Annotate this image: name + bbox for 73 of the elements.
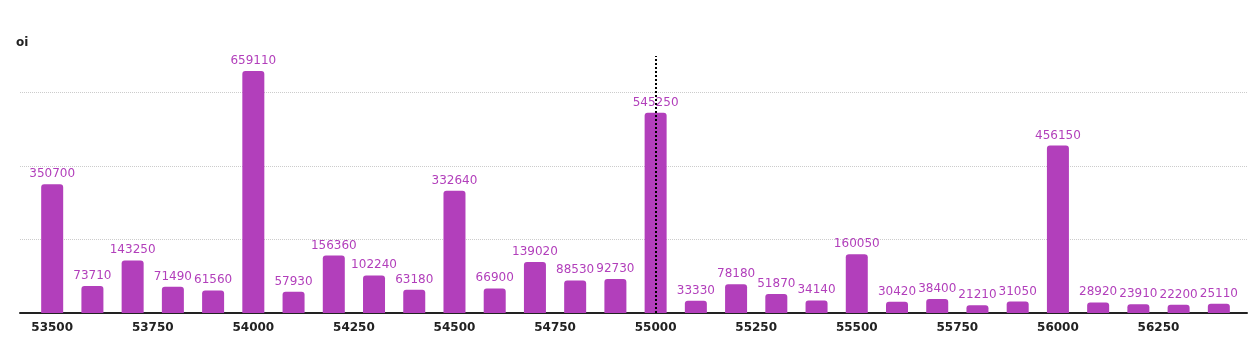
bar <box>242 71 265 313</box>
x-tick-label: 54250 <box>333 320 375 334</box>
data-label: 28920 <box>1079 284 1118 299</box>
bar <box>644 112 667 313</box>
bar <box>966 305 989 313</box>
data-label: 63180 <box>395 271 434 286</box>
data-label: 30420 <box>877 283 917 298</box>
data-label: 73710 <box>73 267 112 282</box>
bar <box>322 255 345 313</box>
x-tick-label: 55500 <box>835 320 878 334</box>
data-label: 22200 <box>1159 286 1198 301</box>
bar <box>161 286 184 313</box>
data-label: 78180 <box>716 266 756 281</box>
bar <box>41 184 64 313</box>
y-axis-title: oi <box>16 35 29 49</box>
data-label: 21210 <box>958 287 997 302</box>
bar <box>1127 304 1150 313</box>
x-tick-label: 55000 <box>634 320 677 334</box>
bar <box>523 261 546 313</box>
data-label: 139020 <box>512 243 558 258</box>
bar <box>81 285 104 313</box>
x-tick-label: 54750 <box>534 320 576 334</box>
data-label: 545250 <box>632 94 679 109</box>
bar <box>684 300 707 313</box>
data-label: 31050 <box>998 283 1037 298</box>
data-label: 34140 <box>797 282 836 297</box>
data-label: 25110 <box>1199 285 1238 300</box>
x-tick-label: 56250 <box>1137 320 1180 334</box>
x-tick-label: 56000 <box>1037 320 1079 334</box>
x-tick-label: 53750 <box>131 320 174 334</box>
data-label: 659110 <box>230 53 277 68</box>
data-label: 143250 <box>109 242 156 257</box>
bar <box>564 280 587 313</box>
data-label: 350700 <box>29 166 76 181</box>
bar <box>805 300 828 313</box>
data-label: 88530 <box>556 262 595 277</box>
bar <box>403 289 426 313</box>
data-label: 57930 <box>274 273 313 288</box>
bar <box>1087 302 1110 313</box>
data-label: 332640 <box>431 172 478 187</box>
bar <box>765 293 788 313</box>
data-label: 71490 <box>153 268 192 283</box>
bar <box>926 298 949 313</box>
bar <box>202 290 225 313</box>
data-label: 66900 <box>475 270 514 285</box>
bar <box>1207 303 1230 313</box>
data-label: 51870 <box>757 275 796 290</box>
bar <box>886 301 908 313</box>
bar <box>443 190 466 313</box>
data-label: 33330 <box>676 282 715 297</box>
x-tick-label: 54500 <box>433 320 476 334</box>
data-label: 160050 <box>833 236 880 251</box>
x-tick-label: 54000 <box>232 320 275 334</box>
x-tick-label: 55250 <box>735 320 778 334</box>
bar <box>483 288 506 313</box>
data-label: 102240 <box>351 257 397 272</box>
bar <box>845 254 868 313</box>
bar <box>363 275 386 313</box>
bar <box>1006 301 1029 313</box>
data-label: 456150 <box>1035 127 1081 142</box>
x-tick-label: 53500 <box>31 320 74 334</box>
data-label: 61560 <box>194 272 233 287</box>
x-tick-label: 55750 <box>936 320 979 334</box>
data-label: 38400 <box>918 280 957 295</box>
data-label: 156360 <box>310 237 357 252</box>
data-label: 23910 <box>1119 286 1158 301</box>
bar <box>121 260 144 313</box>
bar <box>604 278 627 313</box>
bar <box>725 284 748 313</box>
bar <box>282 291 305 313</box>
bar <box>1046 145 1069 313</box>
bar <box>1167 304 1190 313</box>
data-label: 92730 <box>596 260 635 275</box>
